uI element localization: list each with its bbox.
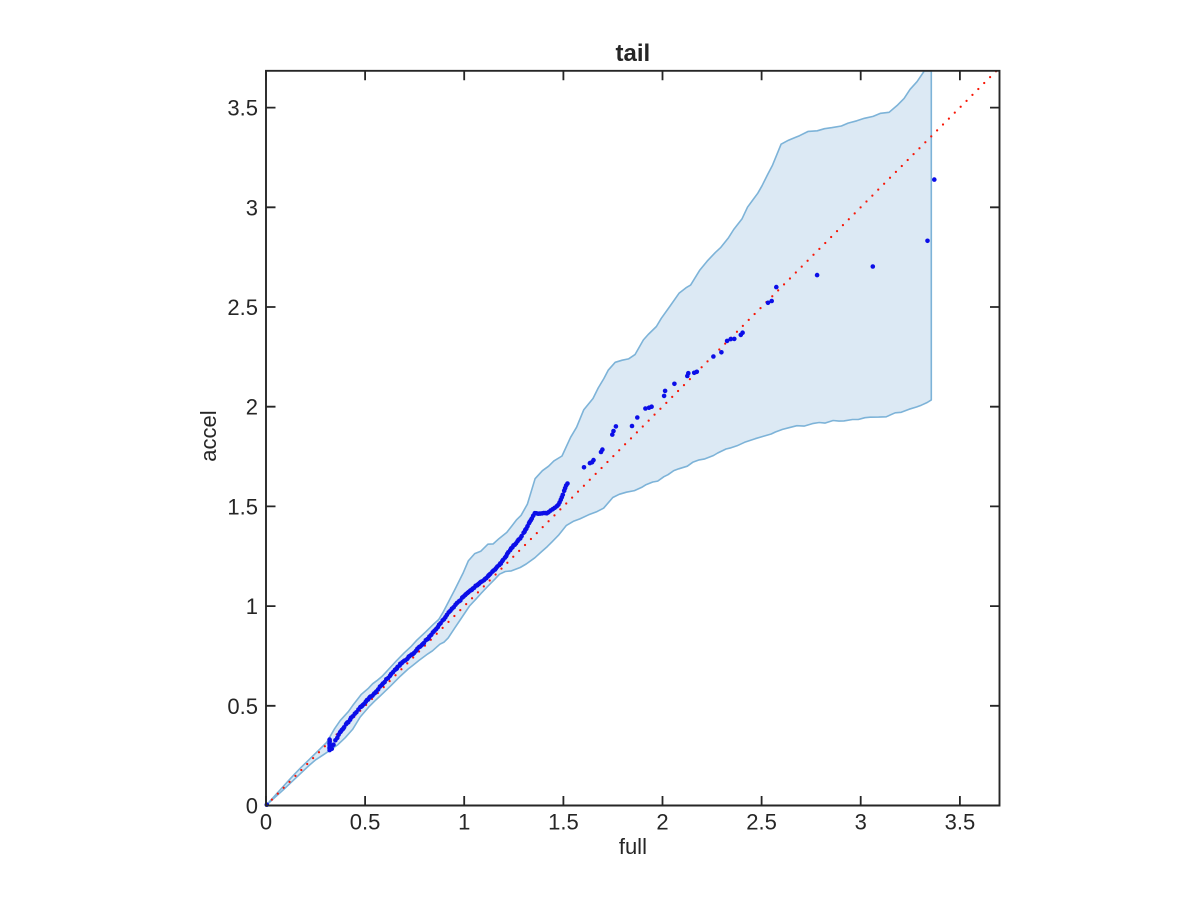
svg-text:0: 0 bbox=[260, 810, 272, 835]
svg-text:1: 1 bbox=[246, 594, 258, 619]
svg-text:3.5: 3.5 bbox=[945, 810, 976, 835]
svg-text:1: 1 bbox=[458, 810, 470, 835]
svg-text:0: 0 bbox=[246, 794, 258, 819]
svg-text:3: 3 bbox=[855, 810, 867, 835]
svg-text:full: full bbox=[619, 834, 647, 859]
svg-text:tail: tail bbox=[616, 40, 651, 67]
svg-text:2.5: 2.5 bbox=[746, 810, 777, 835]
svg-text:0.5: 0.5 bbox=[227, 694, 258, 719]
svg-text:2: 2 bbox=[246, 395, 258, 420]
svg-text:2.5: 2.5 bbox=[227, 295, 258, 320]
svg-text:3: 3 bbox=[246, 195, 258, 220]
svg-text:2: 2 bbox=[656, 810, 668, 835]
svg-text:1.5: 1.5 bbox=[227, 494, 258, 519]
svg-text:0.5: 0.5 bbox=[350, 810, 381, 835]
svg-text:accel: accel bbox=[196, 410, 221, 461]
svg-text:1.5: 1.5 bbox=[548, 810, 579, 835]
svg-text:3.5: 3.5 bbox=[227, 96, 258, 121]
